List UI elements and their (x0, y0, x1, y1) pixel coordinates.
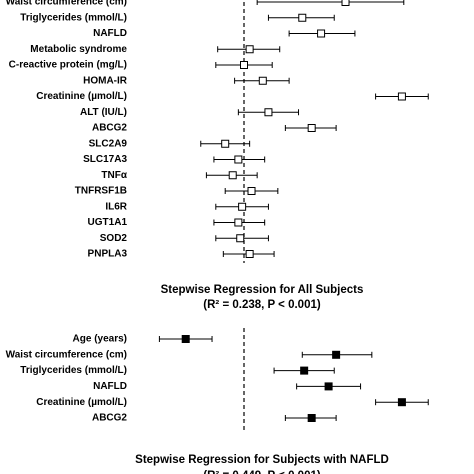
panel-subtitle: (R² = 0.449, P < 0.001) (203, 470, 321, 474)
point-estimate (238, 202, 247, 211)
row-label: SLC2A9 (89, 138, 128, 149)
point-estimate (341, 0, 350, 6)
panel-title: Stepwise Regression for All Subjects (161, 284, 364, 296)
point-estimate (181, 335, 190, 343)
point-estimate (221, 139, 230, 148)
row-label: Waist circumference (cm) (6, 0, 127, 8)
row-label: SLC17A3 (83, 154, 127, 165)
point-estimate (240, 61, 248, 69)
point-estimate (228, 171, 237, 180)
row-label: NAFLD (93, 381, 127, 392)
row-label: ALT (IU/L) (80, 107, 127, 118)
point-estimate (397, 92, 406, 101)
point-estimate (298, 13, 307, 22)
row-label: ABCG2 (92, 123, 127, 134)
panel-title: Stepwise Regression for Subjects with NA… (135, 454, 389, 466)
panel-subtitle: (R² = 0.238, P < 0.001) (203, 299, 321, 311)
point-estimate (300, 366, 309, 375)
point-estimate (234, 218, 243, 227)
point-estimate (234, 155, 243, 164)
point-estimate (245, 250, 254, 258)
point-estimate (247, 187, 256, 195)
row-label: NAFLD (93, 28, 127, 39)
point-estimate (258, 76, 267, 85)
row-label: SOD2 (100, 233, 128, 244)
row-label: Waist circumference (cm) (6, 349, 127, 360)
point-estimate (264, 108, 273, 117)
row-label: Creatinine (µmol/L) (36, 91, 127, 102)
point-estimate (245, 45, 254, 54)
row-label: TNFRSF1B (75, 186, 127, 197)
row-label: Triglycerides (mmol/L) (20, 12, 127, 23)
row-label: ABCG2 (92, 413, 127, 424)
point-estimate (332, 350, 341, 359)
point-estimate (307, 124, 316, 132)
point-estimate (324, 382, 333, 391)
point-estimate (317, 29, 326, 38)
row-label: C-reactive protein (mg/L) (9, 60, 127, 71)
row-label: Triglycerides (mmol/L) (20, 365, 127, 376)
row-label: Age (years) (73, 334, 127, 345)
row-label: UGT1A1 (88, 217, 128, 228)
row-label: HOMA-IR (83, 75, 128, 86)
point-estimate (307, 414, 316, 422)
row-label: TNFα (101, 170, 127, 181)
point-estimate (397, 398, 406, 407)
point-estimate (236, 234, 245, 243)
row-label: Creatinine (µmol/L) (36, 397, 127, 408)
row-label: Metabolic syndrome (30, 44, 127, 55)
row-label: PNPLA3 (88, 249, 128, 260)
row-label: IL6R (105, 201, 127, 212)
